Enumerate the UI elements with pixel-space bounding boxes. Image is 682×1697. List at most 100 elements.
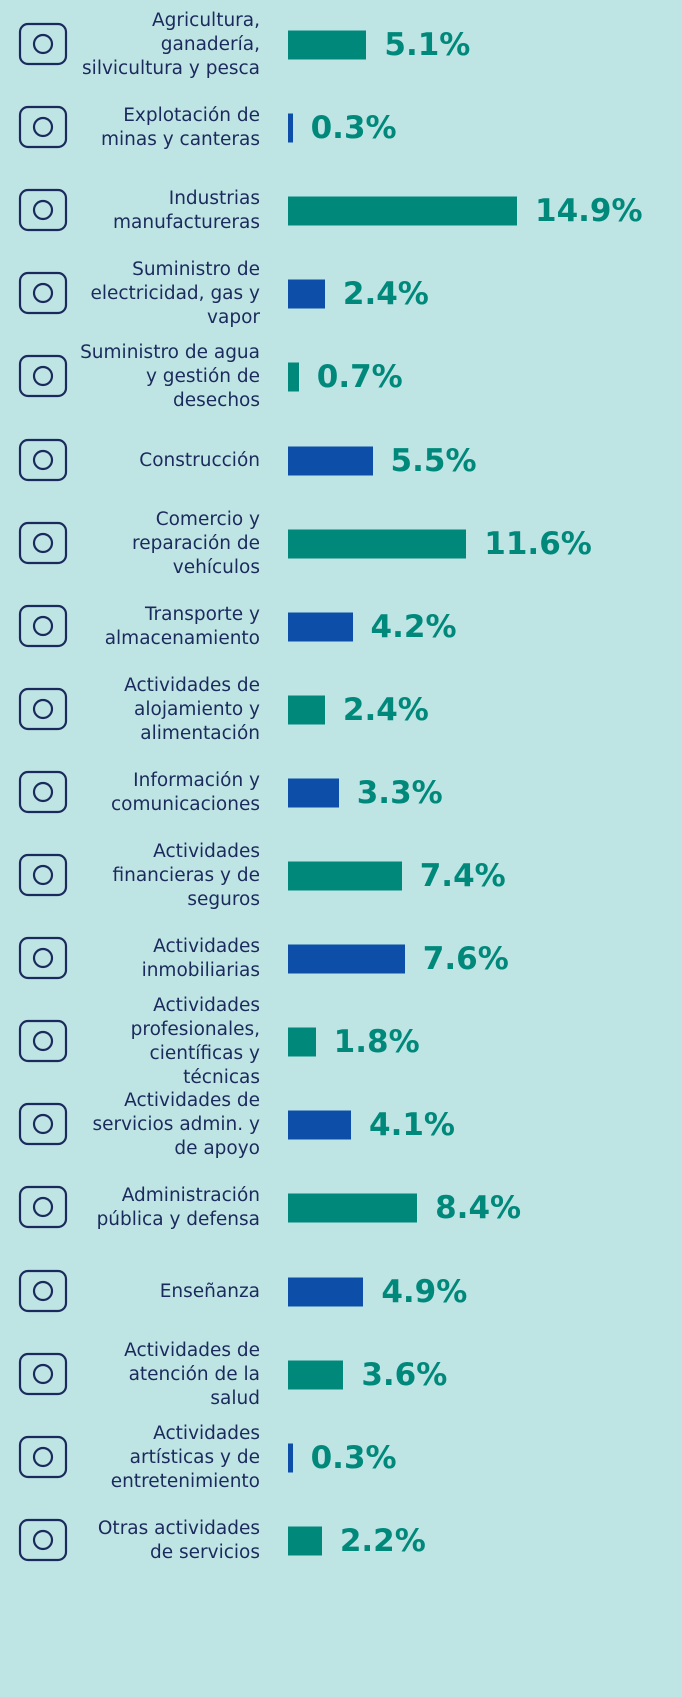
- bar: [288, 861, 402, 891]
- value-label: 7.6%: [422, 941, 509, 978]
- icon-glyph: [18, 438, 68, 481]
- bar: [288, 1193, 418, 1223]
- bar: [288, 1027, 316, 1057]
- icon-glyph: [18, 355, 68, 398]
- bar-row: Suministro de electricidad, gas y vapor 2…: [0, 252, 682, 336]
- category-label: Actividades profesionales, científicas y…: [130, 995, 260, 1089]
- value-label: 0.3%: [310, 1439, 397, 1476]
- category-label: Actividades de alojamiento y alimentació…: [124, 674, 260, 744]
- bar: [288, 1110, 352, 1140]
- category-icon: [12, 845, 74, 907]
- category-label: Actividades de servicios admin. y de apo…: [92, 1090, 260, 1160]
- bar: [288, 1443, 293, 1473]
- category-icon: [12, 928, 74, 990]
- icon-glyph: [18, 936, 68, 980]
- bar: [288, 612, 353, 642]
- category-icon: [12, 430, 74, 492]
- value-label: 7.4%: [419, 858, 506, 894]
- category-icon: [12, 1261, 74, 1323]
- bar-row: Actividades de atención de la salud 3.6%: [0, 1333, 682, 1417]
- bar: [288, 1360, 344, 1390]
- bar: [288, 279, 325, 309]
- value-label: 8.4%: [435, 1190, 522, 1227]
- bar-row: Explotación de minas y canteras 0.3%: [0, 86, 682, 170]
- value-label: 14.9%: [535, 193, 643, 230]
- category-icon: [12, 596, 74, 658]
- category-icon: [12, 1344, 74, 1406]
- icon-glyph: [18, 1020, 68, 1063]
- bar: [288, 1526, 322, 1556]
- bar: [288, 529, 467, 559]
- bar: [288, 196, 517, 226]
- icon-glyph: [18, 22, 68, 66]
- icon-glyph: [18, 1518, 68, 1561]
- value-label: 0.3%: [310, 110, 397, 147]
- category-label: Industrias manufactureras: [113, 188, 260, 234]
- category-icon: [12, 14, 74, 76]
- category-icon: [12, 1011, 74, 1073]
- bar: [288, 695, 325, 725]
- bar-row: Actividades de servicios admin. y de apo…: [0, 1083, 682, 1167]
- bar: [288, 778, 339, 808]
- icon-glyph: [18, 853, 68, 897]
- bar: [288, 944, 405, 974]
- icon-glyph: [18, 1435, 68, 1478]
- bar-row: Agricultura, ganadería, silvicultura y p…: [0, 3, 682, 87]
- value-label: 2.2%: [339, 1522, 426, 1559]
- category-icon: [12, 762, 74, 824]
- bar-row: Actividades de alojamiento y alimentació…: [0, 668, 682, 752]
- icon-glyph: [18, 105, 68, 149]
- category-label: Otras actividades de servicios: [97, 1517, 260, 1563]
- value-label: 0.7%: [316, 359, 403, 396]
- bar: [288, 30, 367, 60]
- value-label: 4.2%: [370, 608, 457, 645]
- bar-row: Suministro de agua y gestión de desechos…: [0, 335, 682, 419]
- icon-glyph: [18, 189, 68, 232]
- value-label: 1.8%: [333, 1024, 420, 1061]
- bar-row: Administración pública y defensa 8.4%: [0, 1166, 682, 1250]
- category-label: Actividades de atención de la salud: [124, 1339, 260, 1409]
- icon-glyph: [18, 272, 68, 315]
- category-label: Agricultura, ganadería, silvicultura y p…: [82, 10, 260, 79]
- category-label: Construcción: [139, 449, 260, 471]
- value-label: 4.9%: [381, 1273, 468, 1310]
- bar: [288, 113, 293, 143]
- value-label: 2.4%: [342, 691, 429, 728]
- bar-row: Actividades inmobiliarias 7.6%: [0, 917, 682, 1001]
- icon-glyph: [18, 1103, 68, 1146]
- value-label: 5.5%: [390, 442, 477, 479]
- category-icon: [12, 263, 74, 325]
- bar-row: Actividades financieras y de seguros 7.4%: [0, 834, 682, 918]
- category-icon: [12, 1094, 74, 1156]
- bar: [288, 362, 299, 392]
- bar-row: Actividades artísticas y de entretenimie…: [0, 1416, 682, 1500]
- icon-glyph: [18, 687, 68, 730]
- icon-glyph: [18, 1352, 68, 1395]
- value-label: 3.6%: [361, 1356, 448, 1393]
- bar: [288, 446, 373, 475]
- bar-row: Comercio y reparación de vehículos 11.6%: [0, 502, 682, 586]
- bar-row: Transporte y almacenamiento 4.2%: [0, 585, 682, 669]
- category-label: Comercio y reparación de vehículos: [132, 508, 260, 578]
- bar: [288, 1277, 364, 1306]
- icon-glyph: [18, 1186, 68, 1229]
- category-icon: [12, 180, 74, 242]
- category-label: Actividades financieras y de seguros: [112, 841, 260, 910]
- value-label: 3.3%: [356, 774, 443, 811]
- category-icon: [12, 1510, 74, 1572]
- bar-row: Otras actividades de servicios 2.2%: [0, 1499, 682, 1583]
- bar-row: Enseñanza 4.9%: [0, 1250, 682, 1334]
- icon-glyph: [18, 1269, 68, 1312]
- category-icon: [12, 679, 74, 741]
- category-label: Información y comunicaciones: [111, 769, 260, 815]
- category-label: Suministro de agua y gestión de desechos: [80, 342, 260, 412]
- category-icon: [12, 1177, 74, 1239]
- icon-glyph: [18, 521, 68, 564]
- category-label: Actividades artísticas y de entretenimie…: [110, 1422, 260, 1492]
- category-icon: [12, 346, 74, 408]
- category-label: Transporte y almacenamiento: [104, 603, 260, 649]
- icon-glyph: [18, 770, 68, 813]
- value-label: 11.6%: [484, 525, 592, 562]
- category-label: Administración pública y defensa: [96, 1185, 260, 1231]
